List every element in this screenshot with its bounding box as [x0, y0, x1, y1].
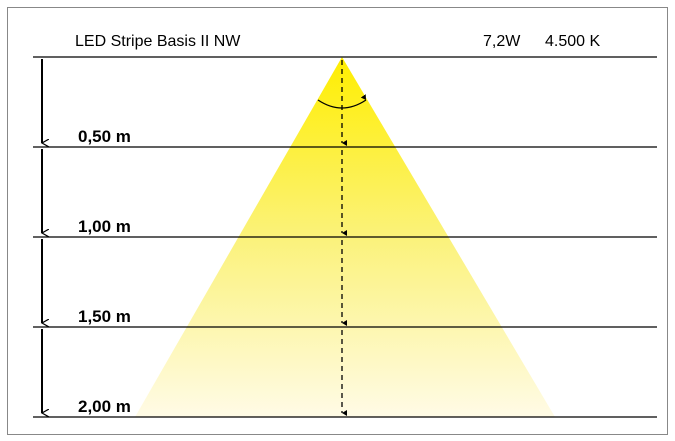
power: 7,2W — [483, 33, 521, 50]
level-lines — [33, 56, 657, 418]
distance-label: 1,50 m — [78, 307, 131, 326]
distance-label: 0,50 m — [78, 127, 131, 146]
distance-label: 1,00 m — [78, 217, 131, 236]
color-temperature: 4.500 K — [545, 33, 600, 50]
distance-label: 2,00 m — [78, 397, 131, 416]
beam-angle-arrow — [317, 94, 367, 109]
title: LED Stripe Basis II NW — [75, 33, 241, 50]
frame — [7, 7, 668, 435]
